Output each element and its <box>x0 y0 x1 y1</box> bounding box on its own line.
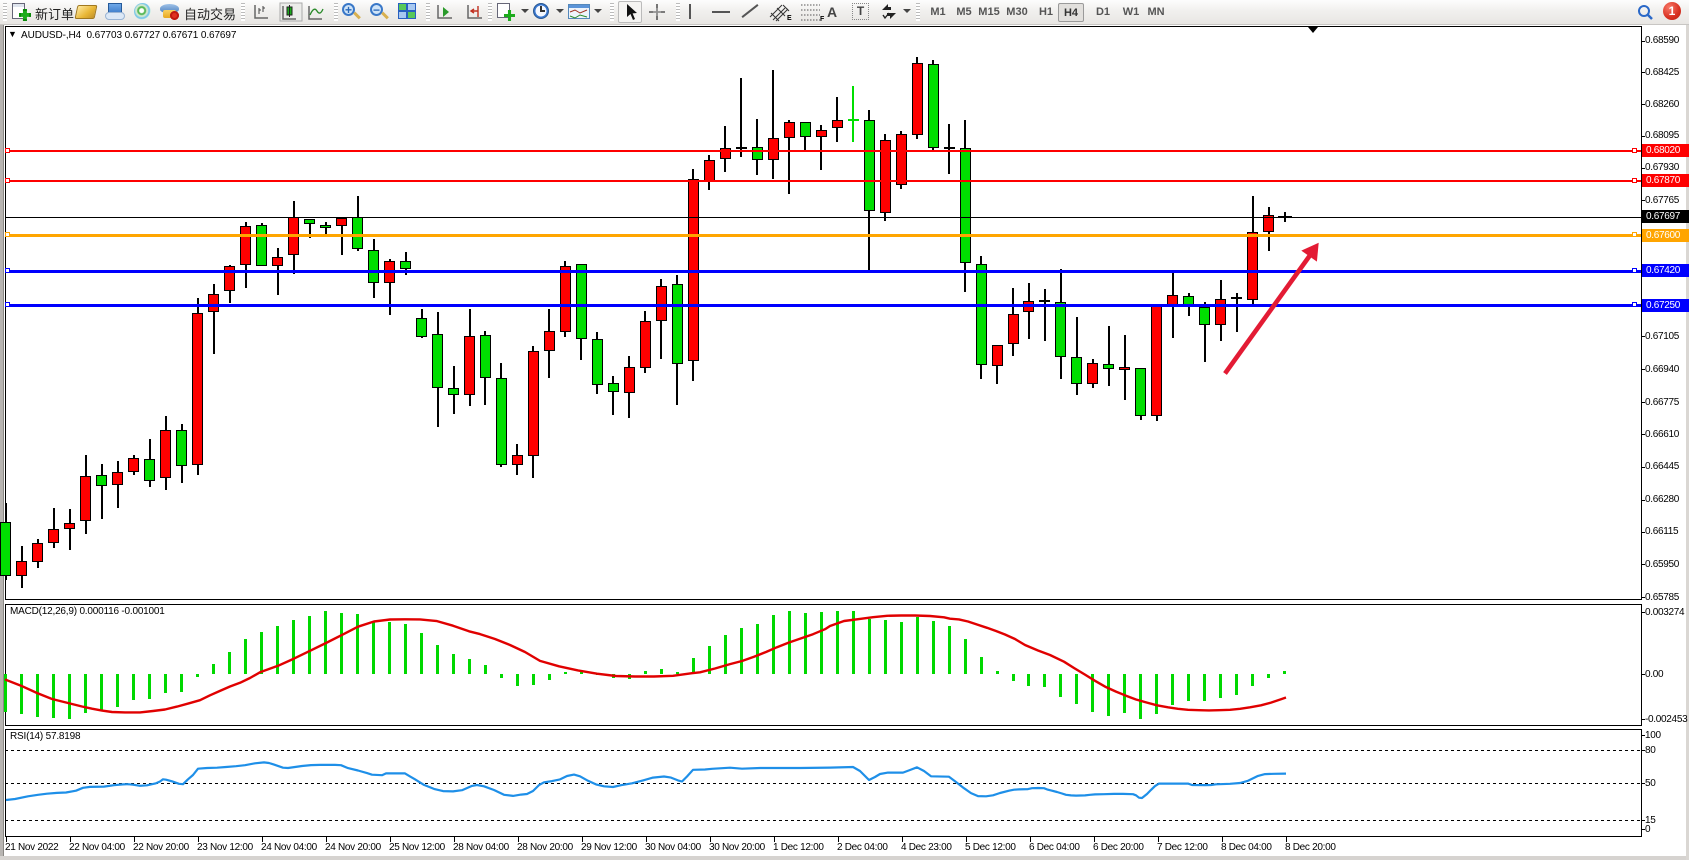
svg-text:E: E <box>787 15 792 22</box>
svg-text:F: F <box>820 16 825 22</box>
